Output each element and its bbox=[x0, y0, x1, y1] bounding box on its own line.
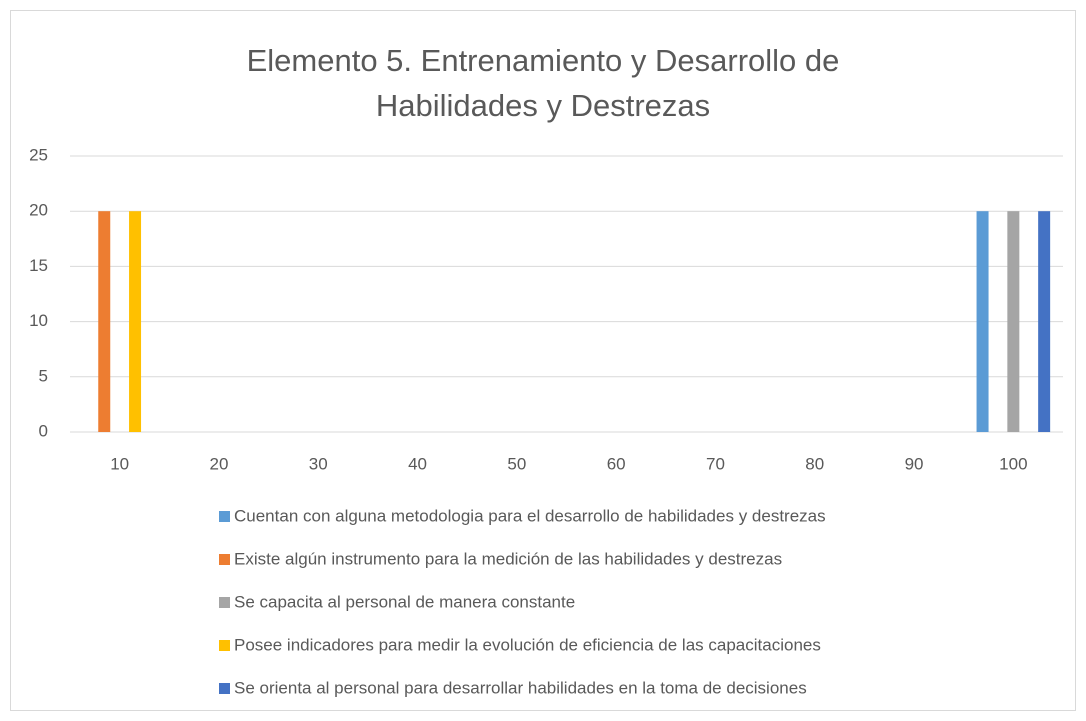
x-tick-label: 90 bbox=[905, 454, 924, 473]
legend-label: Posee indicadores para medir la evolució… bbox=[234, 635, 821, 654]
y-tick-label: 0 bbox=[39, 421, 48, 440]
legend-label: Cuentan con alguna metodologia para el d… bbox=[234, 506, 826, 525]
chart-border bbox=[10, 10, 1076, 711]
x-tick-label: 40 bbox=[408, 454, 427, 473]
x-tick-label: 70 bbox=[706, 454, 725, 473]
x-tick-label: 10 bbox=[110, 454, 129, 473]
x-tick-label: 100 bbox=[999, 454, 1027, 473]
y-tick-label: 15 bbox=[29, 256, 48, 275]
x-tick-label: 60 bbox=[607, 454, 626, 473]
y-tick-label: 20 bbox=[29, 201, 48, 220]
bar bbox=[98, 211, 111, 432]
bar bbox=[1038, 211, 1051, 432]
bar bbox=[1007, 211, 1020, 432]
y-tick-label: 5 bbox=[39, 366, 48, 385]
y-tick-label: 10 bbox=[29, 311, 48, 330]
x-tick-label: 30 bbox=[309, 454, 328, 473]
legend-swatch bbox=[219, 511, 230, 522]
legend-swatch bbox=[219, 683, 230, 694]
legend-swatch bbox=[219, 597, 230, 608]
legend-label: Se orienta al personal para desarrollar … bbox=[234, 678, 807, 697]
bar bbox=[976, 211, 989, 432]
legend-label: Se capacita al personal de manera consta… bbox=[234, 592, 575, 611]
x-tick-label: 50 bbox=[507, 454, 526, 473]
x-tick-label: 80 bbox=[805, 454, 824, 473]
bar bbox=[129, 211, 142, 432]
y-tick-label: 25 bbox=[29, 145, 48, 164]
chart-title: Elemento 5. Entrenamiento y Desarrollo d… bbox=[246, 43, 840, 123]
x-tick-label: 20 bbox=[209, 454, 228, 473]
legend-swatch bbox=[219, 640, 230, 651]
legend-swatch bbox=[219, 554, 230, 565]
legend-label: Existe algún instrumento para la medició… bbox=[234, 549, 782, 568]
